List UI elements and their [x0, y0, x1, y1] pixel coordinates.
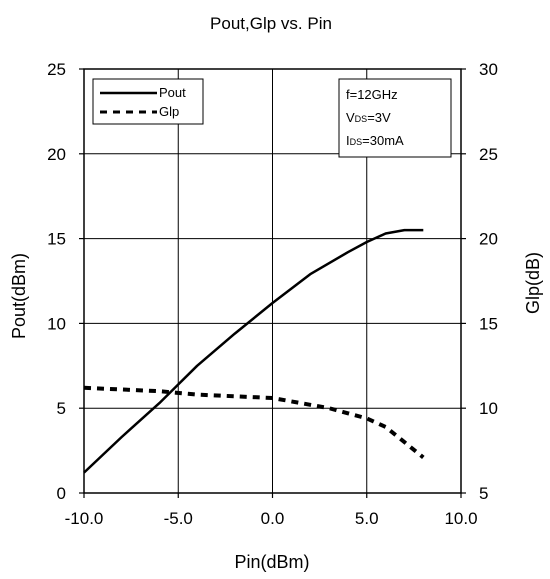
series-group: [83, 228, 425, 474]
y2-tick-label: 10: [479, 399, 498, 418]
condition-vds: VDS=3V: [346, 110, 391, 125]
y2-tick-label: 5: [479, 484, 488, 503]
tick-marks: [79, 68, 466, 498]
series-line-pout: [83, 228, 424, 474]
conditions-frame: [338, 78, 452, 158]
y-tick-label: 10: [47, 314, 66, 333]
series-line-glp: [83, 385, 425, 459]
y2-tick-label: 25: [479, 145, 498, 164]
x-tick-label: 10.0: [444, 509, 477, 528]
condition-ids: IDS=30mA: [346, 133, 404, 148]
y2-tick-label: 30: [479, 60, 498, 79]
legend: Pout Glp: [92, 78, 204, 125]
y2-tick-label: 15: [479, 314, 498, 333]
condition-frequency: f=12GHz: [346, 87, 398, 102]
x-tick-label: -5.0: [164, 509, 193, 528]
y-axis-label: Pout(dBm): [9, 253, 29, 339]
x-tick-label: -10.0: [65, 509, 104, 528]
x-tick-label: 5.0: [355, 509, 379, 528]
y-tick-label: 20: [47, 145, 66, 164]
x-tick-label: 0.0: [261, 509, 285, 528]
y-tick-label: 0: [57, 484, 66, 503]
chart-title: Pout,Glp vs. Pin: [210, 14, 332, 33]
y-tick-label: 5: [57, 399, 66, 418]
legend-box: [92, 78, 204, 125]
x-axis-label: Pin(dBm): [234, 552, 309, 572]
tick-labels: -10.0 -5.0 0.0 5.0 10.0 0 5 10 15 20 25 5 10 15 20 25 30: [47, 60, 498, 528]
legend-pout-label: Pout: [159, 85, 186, 100]
y-tick-label: 25: [47, 60, 66, 79]
y2-tick-label: 20: [479, 230, 498, 249]
y-tick-label: 15: [47, 230, 66, 249]
legend-glp-label: Glp: [159, 104, 179, 119]
conditions-box: f=12GHz VDS=3V IDS=30mA: [338, 78, 452, 158]
y2-axis-label: Glp(dB): [523, 252, 543, 314]
